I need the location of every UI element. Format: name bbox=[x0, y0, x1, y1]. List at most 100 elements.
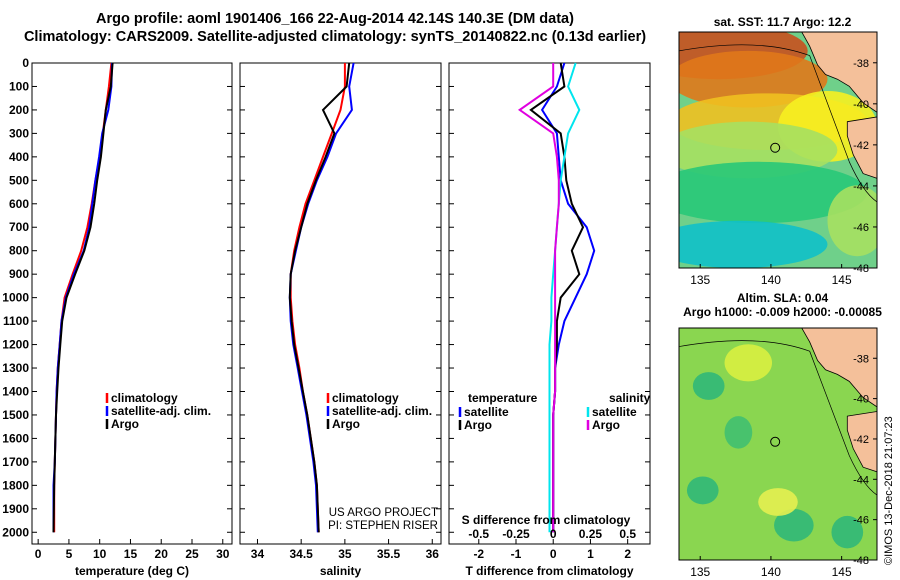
sla-map-field-patch bbox=[724, 416, 753, 449]
sla-map-frame bbox=[678, 327, 878, 561]
top-tick-label: 0.5 bbox=[619, 527, 636, 541]
profile-panels: 0100200300400500600700800900100011001200… bbox=[2, 56, 651, 578]
depth-tick-label: 1500 bbox=[2, 408, 29, 422]
copyright-stamp: ©IMOS 13-Dec-2018 21:07:23 bbox=[883, 416, 895, 565]
lon-tick-label: 145 bbox=[832, 273, 852, 287]
x-axis-label: T difference from climatology bbox=[465, 564, 633, 578]
lon-tick-label: 135 bbox=[690, 565, 710, 579]
salinity-panel: 34 34.5 35 35.5 36 salinity climatologysatelli… bbox=[239, 62, 442, 578]
sla-map-mainland bbox=[801, 328, 877, 408]
top-axis-label: S difference from climatology bbox=[462, 513, 631, 527]
lat-tick-label: -38 bbox=[853, 353, 869, 365]
x-tick-label: 36 bbox=[426, 547, 440, 561]
sst-map-tasmania bbox=[846, 116, 877, 179]
depth-tick-label: 0 bbox=[22, 56, 29, 70]
sla-map-tasmania bbox=[846, 411, 877, 473]
x-tick-label: 20 bbox=[155, 547, 169, 561]
sla-map-field-patch bbox=[686, 476, 719, 505]
x-tick-label: 15 bbox=[124, 547, 138, 561]
depth-tick-label: 1200 bbox=[2, 338, 29, 352]
sla-map-subtitle: Argo h1000: -0.009 h2000: -0.00085 bbox=[683, 305, 882, 319]
sst-map-field-patch bbox=[679, 50, 828, 108]
diff-sal-argo-line bbox=[517, 63, 560, 533]
lon-tick-label: 140 bbox=[761, 565, 781, 579]
sla-map-field-patch bbox=[774, 508, 814, 542]
plot-title-line1: Argo profile: aoml 1901406_166 22-Aug-20… bbox=[96, 11, 574, 27]
temperature-panel: 0100200300400500600700800900100011001200… bbox=[2, 56, 233, 578]
x-tick-label: 5 bbox=[66, 547, 73, 561]
depth-tick-label: 1400 bbox=[2, 384, 29, 398]
lon-tick-label: 140 bbox=[761, 273, 781, 287]
top-tick-label: -0.5 bbox=[468, 527, 489, 541]
argo-legend-label: Argo bbox=[111, 417, 139, 431]
sla-map-bathy-contour bbox=[679, 340, 877, 496]
x-tick-label: 34 bbox=[251, 547, 265, 561]
x-tick-label: 35.5 bbox=[377, 547, 401, 561]
x-axis-label: temperature (deg C) bbox=[75, 564, 189, 578]
diff-s-satellite-legend-label: satellite bbox=[592, 405, 637, 419]
sla-map-field-patch bbox=[831, 515, 864, 549]
x-axis-label: salinity bbox=[320, 564, 362, 578]
sst-map-bathy-contour bbox=[679, 44, 877, 203]
x-tick-label: 10 bbox=[93, 547, 107, 561]
lat-tick-label: -48 bbox=[853, 555, 869, 567]
diff-t-satellite-legend-label: satellite bbox=[464, 405, 509, 419]
lon-tick-label: 135 bbox=[690, 273, 710, 287]
lat-tick-label: -46 bbox=[853, 222, 869, 234]
x-tick-label: -2 bbox=[473, 547, 484, 561]
x-tick-label: 34.5 bbox=[289, 547, 313, 561]
plot-title-line2: Climatology: CARS2009. Satellite-adjuste… bbox=[23, 29, 647, 45]
x-tick-label: 2 bbox=[624, 547, 631, 561]
lat-tick-label: -40 bbox=[853, 99, 869, 111]
depth-tick-label: 1700 bbox=[2, 455, 29, 469]
credit-pi: PI: STEPHEN RISER bbox=[328, 520, 438, 532]
x-tick-label: 35 bbox=[338, 547, 352, 561]
x-tick-label: 1 bbox=[587, 547, 594, 561]
depth-tick-label: 100 bbox=[9, 79, 29, 93]
depth-tick-label: 1100 bbox=[3, 314, 29, 328]
diff-s-argo-legend-label: Argo bbox=[592, 418, 620, 432]
depth-tick-label: 700 bbox=[9, 220, 29, 234]
sst-map-field-patch bbox=[827, 185, 877, 257]
depth-tick-label: 900 bbox=[9, 267, 29, 281]
legend-salinity-title: salinity bbox=[609, 391, 651, 405]
x-tick-label: 0 bbox=[550, 547, 557, 561]
depth-tick-label: 200 bbox=[9, 103, 29, 117]
x-tick-label: -1 bbox=[511, 547, 522, 561]
sst-map-argo-marker bbox=[770, 142, 781, 153]
sla-map-field-patch bbox=[724, 344, 773, 382]
lon-tick-label: 145 bbox=[832, 565, 852, 579]
depth-tick-label: 800 bbox=[9, 244, 29, 258]
lat-tick-label: -44 bbox=[853, 181, 869, 193]
sal-climatology-legend-label: climatology bbox=[332, 391, 399, 405]
lat-tick-label: -38 bbox=[853, 58, 869, 70]
difference-panel: -2 -1 0 1 2 T difference from climatology temp… bbox=[448, 62, 651, 578]
salinity-frame bbox=[239, 62, 442, 545]
x-tick-label: 0 bbox=[35, 547, 42, 561]
x-tick-label: 30 bbox=[216, 547, 230, 561]
depth-tick-label: 1800 bbox=[2, 478, 29, 492]
sst-map-title: sat. SST: 11.7 Argo: 12.2 bbox=[713, 15, 852, 29]
sla-map-field-patch bbox=[692, 372, 725, 400]
sst-map-mainland bbox=[801, 32, 877, 113]
depth-tick-label: 1300 bbox=[2, 361, 29, 375]
sst-map-field-patch bbox=[778, 91, 877, 162]
lat-tick-label: -48 bbox=[853, 263, 869, 275]
sst-map-field-patch bbox=[679, 220, 828, 268]
sst-map-frame bbox=[678, 31, 878, 269]
top-tick-label: 0.25 bbox=[579, 527, 603, 541]
climatology-legend-label: climatology bbox=[111, 391, 178, 405]
sla-map-field-bg bbox=[679, 328, 877, 560]
sst-map-field-bg bbox=[679, 32, 877, 268]
sla-map: -38 -40 -42 -44 -46 -48 135 140 145 bbox=[678, 327, 878, 579]
lat-tick-label: -44 bbox=[853, 474, 869, 486]
satellite-legend-label: satellite-adj. clim. bbox=[111, 404, 211, 418]
sla-map-argo-marker bbox=[770, 436, 781, 447]
legend-temperature-title: temperature bbox=[468, 391, 538, 405]
depth-tick-label: 1000 bbox=[2, 291, 29, 305]
salinity-argo-line bbox=[288, 62, 351, 533]
lat-tick-label: -46 bbox=[853, 515, 869, 527]
credit-project: US ARGO PROJECT bbox=[329, 507, 438, 519]
sal-argo-legend-label: Argo bbox=[332, 417, 360, 431]
diff-t-argo-legend-label: Argo bbox=[464, 418, 492, 432]
